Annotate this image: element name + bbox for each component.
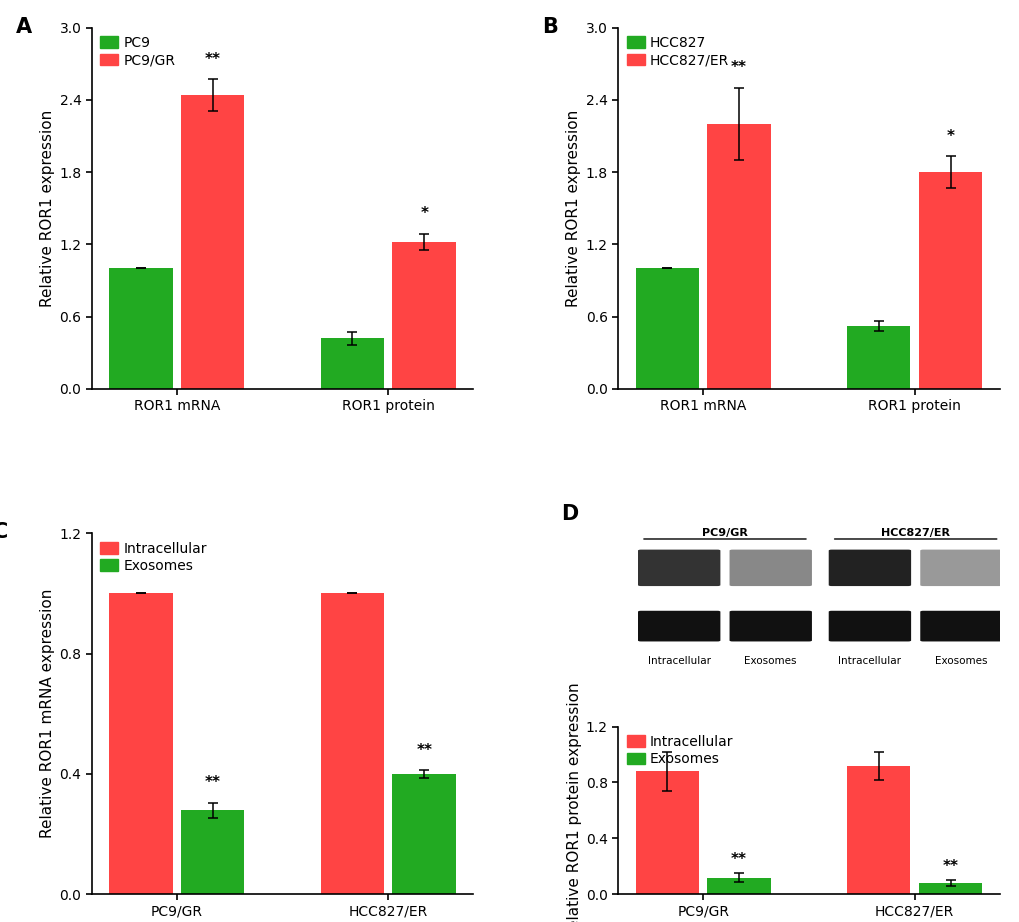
FancyBboxPatch shape [729,550,811,586]
Bar [846,326,910,389]
Legend: HCC827, HCC827/ER: HCC827, HCC827/ER [625,35,730,69]
Text: **: ** [942,859,958,874]
FancyBboxPatch shape [637,550,719,586]
Y-axis label: Relative ROR1 expression: Relative ROR1 expression [566,110,581,307]
Bar [320,594,383,894]
Legend: Intracellular, Exosomes: Intracellular, Exosomes [625,733,735,768]
FancyBboxPatch shape [919,610,1002,642]
FancyBboxPatch shape [827,610,910,642]
Text: Intracellular: Intracellular [647,656,710,666]
Y-axis label: Relative ROR1 expression: Relative ROR1 expression [40,110,55,307]
Text: **: ** [205,52,220,66]
FancyBboxPatch shape [637,610,719,642]
Text: *: * [420,207,428,221]
Text: C: C [0,523,8,542]
Bar [392,242,455,389]
Bar [918,883,981,894]
Bar [918,172,981,389]
FancyBboxPatch shape [827,550,910,586]
Text: PC9/GR: PC9/GR [701,528,747,538]
Bar [180,95,245,389]
Y-axis label: Relative ROR1 mRNA expression: Relative ROR1 mRNA expression [40,589,55,838]
Bar [846,765,910,894]
Bar [180,810,245,894]
Bar [320,338,383,389]
Text: HCC827/ER: HCC827/ER [880,528,950,538]
Bar [109,268,172,389]
Bar [635,772,698,894]
Y-axis label: Relative ROR1 protein expression: Relative ROR1 protein expression [566,682,581,922]
Text: Exosomes: Exosomes [744,656,796,666]
Text: **: ** [731,853,746,868]
Legend: PC9, PC9/GR: PC9, PC9/GR [99,35,177,69]
Bar [707,878,770,894]
Text: *: * [946,129,954,144]
Text: B: B [541,17,557,37]
Bar [635,268,698,389]
Text: **: ** [731,60,746,76]
Text: **: ** [205,774,220,790]
FancyBboxPatch shape [729,610,811,642]
Text: A: A [15,17,32,37]
Text: D: D [560,504,578,525]
Bar [707,124,770,389]
Bar [392,774,455,894]
Text: Intracellular: Intracellular [838,656,901,666]
Bar [109,594,172,894]
Text: **: ** [416,743,432,758]
Legend: Intracellular, Exosomes: Intracellular, Exosomes [99,540,209,574]
Text: Exosomes: Exosomes [934,656,986,666]
FancyBboxPatch shape [919,550,1002,586]
